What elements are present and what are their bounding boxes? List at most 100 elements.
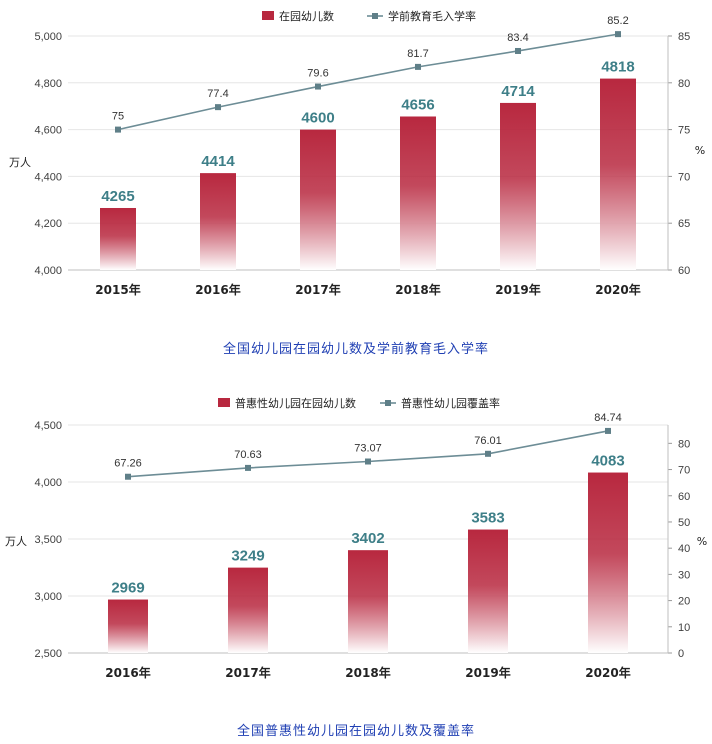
rate-line — [117, 33, 619, 131]
line-value-label: 77.4 — [207, 88, 228, 100]
y2-tick-label: 40 — [678, 543, 690, 555]
x-category-label: 2016年 — [195, 282, 240, 297]
chart-1: 4,000 4,200 4,400 4,600 4,800 5,000 60 65 70 75 80… — [0, 0, 712, 370]
y2-tick-label: 60 — [678, 491, 690, 503]
chart-2: 2,500 3,000 3,500 4,000 4,500 0 10 20 30 40 50 60 70… — [0, 385, 712, 744]
bar-value-label: 3249 — [231, 548, 264, 565]
legend-bar-label: 普惠性幼儿园在园幼儿数 — [235, 396, 356, 410]
legend-bar-swatch — [218, 398, 230, 407]
x-category-label: 2017年 — [225, 665, 270, 680]
bar — [468, 529, 508, 653]
y2-tick-label: 85 — [678, 31, 690, 43]
y2-tick-label: 10 — [678, 622, 690, 634]
bar — [108, 599, 148, 653]
line-marker — [215, 104, 221, 111]
x-category-label: 2020年 — [595, 282, 640, 297]
line-value-label: 84.74 — [594, 412, 622, 424]
line-value-label: 79.6 — [307, 68, 328, 80]
x-category-label: 2015年 — [95, 282, 140, 297]
y2-tick-label: 65 — [678, 218, 690, 230]
legend-line-marker — [385, 400, 391, 406]
bar-value-label: 4414 — [201, 153, 235, 170]
bar — [100, 207, 136, 270]
x-category-label: 2018年 — [345, 665, 390, 680]
line-value-label: 73.07 — [354, 443, 382, 455]
bar — [400, 116, 436, 270]
chart-2-caption: 全国普惠性幼儿园在园幼儿数及覆盖率 — [236, 724, 475, 739]
y-tick-label: 5,000 — [34, 31, 62, 43]
x-category-label: 2017年 — [295, 282, 340, 297]
bar — [500, 102, 536, 270]
bar-value-label: 4714 — [501, 83, 535, 100]
y2-axis-title: % — [697, 535, 707, 548]
legend-bar-swatch — [262, 11, 274, 20]
y-tick-label: 4,000 — [34, 265, 62, 277]
y2-tick-label: 50 — [678, 517, 690, 529]
y2-tick-label: 20 — [678, 596, 690, 608]
bar-value-label: 2969 — [111, 580, 144, 597]
bar — [300, 129, 336, 270]
y2-tick-label: 30 — [678, 569, 690, 581]
bar — [200, 173, 236, 270]
y2-tick-label: 80 — [678, 78, 690, 90]
bar — [588, 472, 628, 653]
y-tick-label: 4,600 — [34, 125, 62, 137]
bar — [348, 550, 388, 653]
legend-bar-label: 在园幼儿数 — [279, 10, 334, 23]
x-category-label: 2020年 — [585, 665, 630, 680]
line-marker — [365, 458, 371, 465]
line-marker — [245, 464, 251, 471]
line-marker — [415, 63, 421, 70]
bar-value-label: 3402 — [351, 530, 384, 547]
line-value-label: 70.63 — [234, 449, 262, 461]
y2-tick-label: 0 — [678, 648, 684, 660]
y-tick-label: 4,500 — [34, 420, 62, 432]
x-category-label: 2018年 — [395, 282, 440, 297]
chart-1-caption: 全国幼儿园在园幼儿数及学前教育毛入学率 — [222, 342, 489, 357]
y-axis-title: 万人 — [5, 535, 27, 548]
bar-value-label: 4083 — [591, 453, 624, 470]
y-tick-label: 3,000 — [34, 591, 62, 603]
y2-tick-label: 70 — [678, 465, 690, 477]
y2-tick-label: 75 — [678, 125, 690, 137]
bar-value-label: 4265 — [101, 188, 134, 205]
line-marker — [515, 47, 521, 54]
bar-value-label: 4656 — [401, 96, 434, 113]
line-marker — [115, 126, 121, 133]
y2-tick-label: 80 — [678, 438, 690, 450]
y-tick-label: 4,400 — [34, 171, 62, 183]
line-value-label: 67.26 — [114, 458, 142, 470]
x-category-label: 2016年 — [105, 665, 150, 680]
legend-line-marker — [372, 13, 378, 19]
y-axis-title: 万人 — [9, 156, 31, 169]
line-value-label: 83.4 — [507, 32, 528, 44]
y2-tick-label: 60 — [678, 265, 690, 277]
line-value-label: 75 — [112, 111, 124, 123]
line-value-label: 85.2 — [607, 15, 628, 27]
legend-line-label: 学前教育毛入学率 — [388, 9, 476, 23]
chart-2-svg: 2,500 3,000 3,500 4,000 4,500 0 10 20 30 40 50 60 70… — [5, 396, 707, 680]
line-marker — [605, 427, 611, 434]
line-value-label: 76.01 — [474, 435, 502, 447]
y-tick-label: 4,200 — [34, 218, 62, 230]
y-tick-label: 4,000 — [34, 477, 62, 489]
x-category-label: 2019年 — [495, 282, 540, 297]
y-tick-label: 3,500 — [34, 534, 62, 546]
legend-line-label: 普惠性幼儿园覆盖率 — [401, 396, 500, 410]
y-tick-label: 4,800 — [34, 78, 62, 90]
line-marker — [315, 83, 321, 90]
bar-value-label: 3583 — [471, 510, 504, 527]
x-category-label: 2019年 — [465, 665, 510, 680]
line-marker — [615, 31, 621, 38]
y-tick-label: 2,500 — [34, 648, 62, 660]
bar — [600, 78, 636, 270]
bar — [228, 567, 268, 653]
bar-value-label: 4600 — [301, 110, 334, 127]
y2-axis-title: % — [695, 144, 705, 157]
y2-tick-label: 70 — [678, 171, 690, 183]
bar-value-label: 4818 — [601, 59, 634, 76]
line-marker — [485, 450, 491, 457]
line-value-label: 81.7 — [407, 48, 428, 60]
line-marker — [125, 473, 131, 480]
chart-1-svg: 4,000 4,200 4,400 4,600 4,800 5,000 60 65 70 75 80… — [9, 9, 705, 297]
